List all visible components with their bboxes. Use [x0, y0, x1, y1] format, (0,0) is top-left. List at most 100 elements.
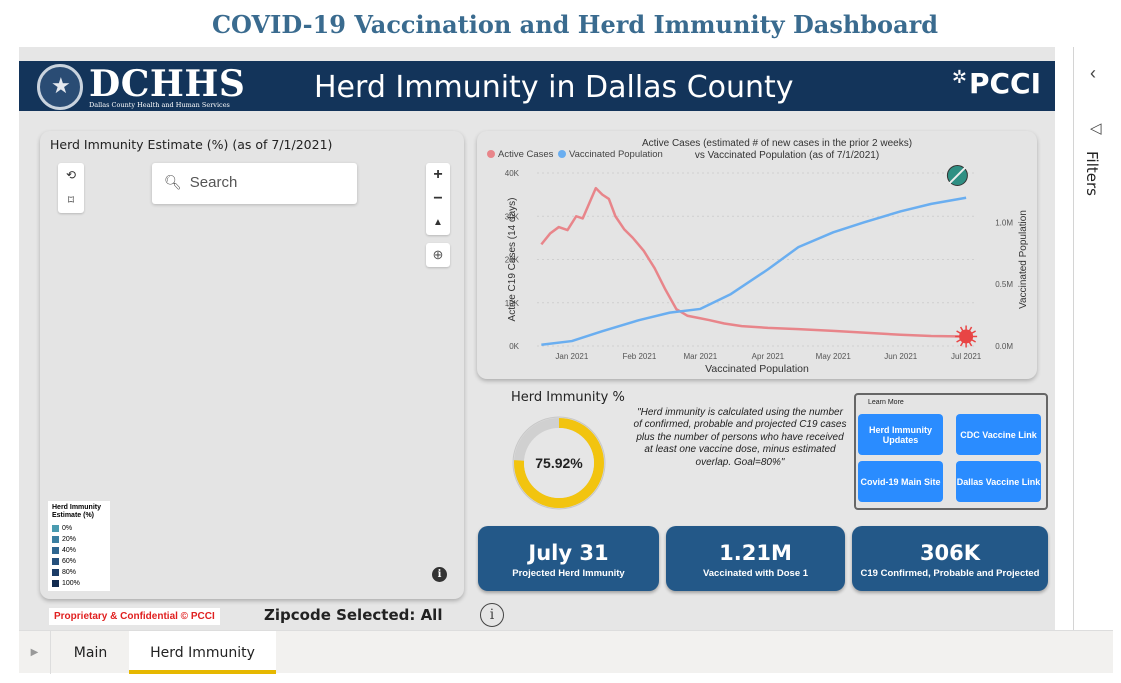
county-seal-icon: [37, 64, 83, 110]
map-toolbox: ⟲ ⌑: [58, 163, 84, 213]
kpi-label: Projected Herd Immunity: [512, 568, 625, 579]
info-circle-icon[interactable]: i: [480, 603, 504, 627]
y-right-tick: 1.0M: [995, 218, 1013, 227]
tab-herd-immunity[interactable]: Herd Immunity: [129, 631, 276, 674]
x-tick: Feb 2021: [622, 352, 656, 361]
legend-title: Herd Immunity Estimate (%): [52, 504, 102, 519]
map-panel[interactable]: Herd Immunity Estimate (%) (as of 7/1/20…: [40, 131, 464, 599]
legend-label: 0%: [62, 525, 73, 532]
kpi-value: 1.21M: [719, 541, 792, 565]
legend-swatch: [52, 558, 59, 565]
dallas-vaccine-link-button[interactable]: Dallas Vaccine Link: [956, 461, 1041, 502]
herd-immunity-gauge: 75.92%: [512, 416, 606, 510]
zipcode-selected: Zipcode Selected: All: [264, 606, 443, 624]
x-tick: Mar 2021: [683, 352, 717, 361]
select-area-icon[interactable]: ⌑: [67, 193, 75, 207]
x-tick: Apr 2021: [752, 352, 785, 361]
legend-label: 40%: [62, 547, 77, 554]
page-title: COVID-19 Vaccination and Herd Immunity D…: [211, 10, 939, 39]
legend-label: Vaccinated Population: [569, 149, 663, 160]
legend-label: Active Cases: [498, 149, 554, 160]
virus-icon: [955, 325, 978, 348]
tab-main[interactable]: Main: [73, 645, 108, 661]
info-icon[interactable]: i: [432, 567, 447, 582]
filters-pane[interactable]: ‹ ◁ Filters: [1073, 47, 1121, 630]
zoom-out-button[interactable]: −: [433, 190, 443, 207]
kpi-label: Vaccinated with Dose 1: [702, 568, 809, 579]
chart-svg: Active Cases (estimated # of new cases i…: [487, 138, 1029, 375]
partner-logo: ✲PCCI: [951, 67, 1041, 100]
chevron-left-icon[interactable]: ‹: [1090, 63, 1096, 83]
syringe-needle: [948, 166, 967, 185]
legend-label: 60%: [62, 558, 77, 565]
search-icon: 🔍︎: [164, 174, 182, 190]
chart-title: vs Vaccinated Population (as of 7/1/2021…: [695, 150, 879, 161]
banner-title: Herd Immunity in Dallas County: [314, 70, 794, 105]
active-cases-line: [540, 186, 967, 338]
kpi-label: C19 Confirmed, Probable and Projected: [860, 568, 1040, 579]
legend-item: 80%: [52, 567, 106, 578]
tabs-scroll-icon[interactable]: ▶: [19, 631, 51, 674]
x-tick: Jan 2021: [555, 352, 588, 361]
proprietary-label: Proprietary & Confidential © PCCI: [49, 608, 220, 625]
reset-view-icon[interactable]: ⟲: [65, 168, 77, 182]
kpi-card-projected: July 31 Projected Herd Immunity: [478, 526, 659, 591]
zoom-in-button[interactable]: +: [433, 166, 443, 183]
y-right-axis-label: Vaccinated Population: [1018, 210, 1029, 309]
legend-swatch: [52, 569, 59, 576]
y-left-tick: 0K: [509, 342, 519, 351]
herd-immunity-updates-button[interactable]: Herd Immunity Updates: [858, 414, 943, 455]
x-tick: Jun 2021: [884, 352, 917, 361]
gauge-fill: [514, 418, 604, 508]
legend-item: 100%: [52, 578, 106, 589]
map-title: Herd Immunity Estimate (%) (as of 7/1/20…: [50, 137, 333, 152]
y-right-tick: 0.5M: [995, 280, 1013, 289]
y-right-tick: 0.0M: [995, 342, 1013, 351]
legend-item: 20%: [52, 534, 106, 545]
vaccinated-population-line: [541, 196, 967, 347]
cdc-vaccine-link-button[interactable]: CDC Vaccine Link: [956, 414, 1041, 455]
learn-more-panel: Learn More Herd Immunity Updates CDC Vac…: [854, 393, 1048, 510]
search-input[interactable]: 🔍︎ Search: [152, 163, 357, 204]
filters-label: Filters: [1083, 151, 1101, 196]
herd-immunity-title: Herd Immunity %: [511, 390, 625, 405]
y-left-tick: 30K: [505, 212, 520, 221]
zoom-to-fit-icon[interactable]: ⊕: [426, 243, 450, 267]
legend-item: 0%: [52, 523, 106, 534]
legend-swatch: [52, 547, 59, 554]
tree-icon: ✲: [951, 67, 967, 88]
herd-immunity-definition: "Herd immunity is calculated using the n…: [633, 407, 847, 468]
legend-item: 40%: [52, 545, 106, 556]
legend-swatch: [52, 580, 59, 587]
zoom-controls: + − ▲: [426, 163, 450, 235]
legend-swatch: [52, 525, 59, 532]
kpi-value: 306K: [919, 541, 981, 565]
compass-icon[interactable]: ▲: [433, 217, 443, 228]
map-legend: Herd Immunity Estimate (%) 0% 20% 40% 60% 80…: [48, 501, 110, 591]
org-logo: DCHHS: [89, 63, 246, 105]
org-subtitle: Dallas County Health and Human Services: [89, 101, 230, 109]
gauge-value: 75.92%: [535, 455, 583, 471]
legend-label: 20%: [62, 536, 77, 543]
y-left-axis-label: Active C19 Cases (14 days): [507, 198, 518, 322]
covid-main-site-button[interactable]: Covid-19 Main Site: [858, 461, 943, 502]
y-left-tick: 20K: [505, 256, 520, 265]
learn-more-title: Learn More: [868, 399, 904, 406]
report-canvas: DCHHS Dallas County Health and Human Ser…: [19, 47, 1055, 630]
y-left-tick: 10K: [505, 299, 520, 308]
chart-title: Active Cases (estimated # of new cases i…: [642, 138, 912, 149]
header-banner: DCHHS Dallas County Health and Human Ser…: [19, 61, 1055, 111]
y-left-tick: 40K: [505, 169, 520, 178]
legend-label: 80%: [62, 569, 77, 576]
page-tabs: ▶ Main Herd Immunity: [19, 630, 1113, 674]
gauge-inner: [524, 428, 594, 498]
kpi-card-cases: 306K C19 Confirmed, Probable and Project…: [852, 526, 1048, 591]
legend-item: 60%: [52, 556, 106, 567]
kpi-value: July 31: [528, 541, 609, 565]
cases-vs-vaccination-chart[interactable]: Active Cases (estimated # of new cases i…: [477, 131, 1037, 379]
x-tick: Jul 2021: [951, 352, 982, 361]
legend-swatch: [52, 536, 59, 543]
filter-icon: ◁: [1090, 120, 1102, 137]
legend-label: 100%: [62, 580, 80, 587]
kpi-card-vaccinated: 1.21M Vaccinated with Dose 1: [666, 526, 845, 591]
